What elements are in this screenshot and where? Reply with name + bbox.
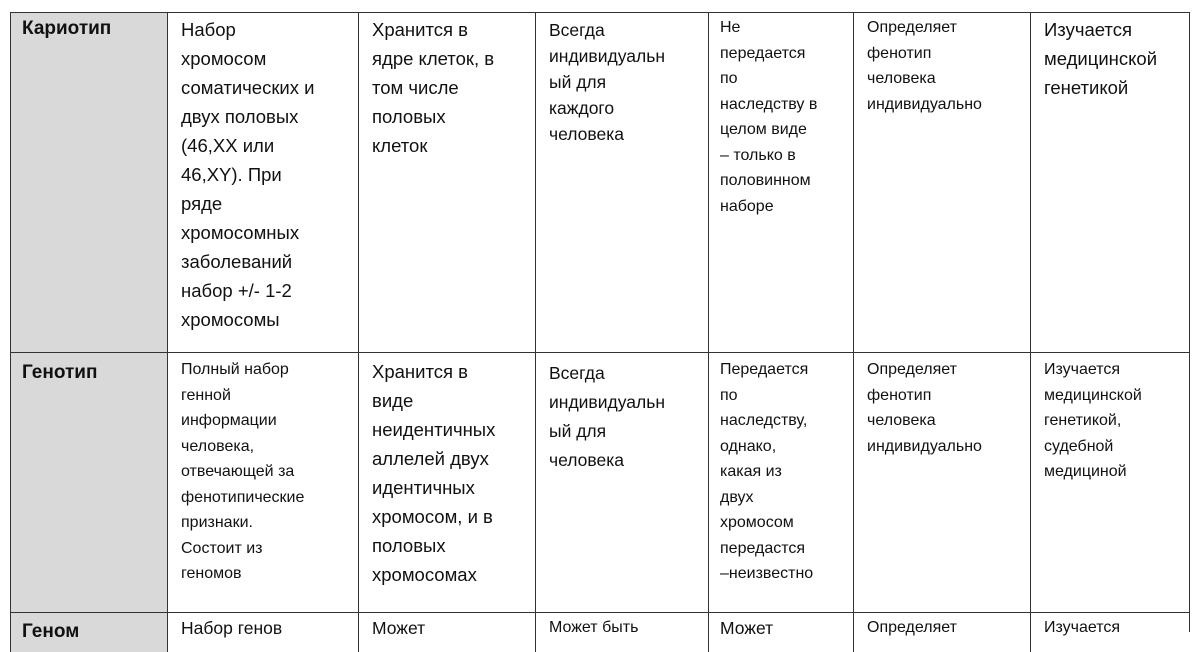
table-cell: Может — [708, 612, 853, 652]
table-cell: Не передается по наследству в целом виде… — [708, 12, 853, 352]
table-cell: Набор хромосом соматических и двух полов… — [167, 12, 358, 352]
table-cell: Может быть — [535, 612, 708, 652]
table-cell: Определяет фенотип человека индивидуальн… — [853, 12, 1030, 352]
table-cell: Набор генов — [167, 612, 358, 652]
table-cell: Изучается — [1030, 612, 1189, 652]
row-term-karyotype: Кариотип — [10, 12, 167, 352]
table-cell: Изучается медицинской генетикой, судебно… — [1030, 352, 1189, 612]
table-cell: Определяет — [853, 612, 1030, 652]
table-cell: Может — [358, 612, 535, 652]
table-cell: Передается по наследству, однако, какая … — [708, 352, 853, 612]
table-cell: Всегда индивидуальн ый для человека — [535, 352, 708, 612]
table-cell: Изучается медицинской генетикой — [1030, 12, 1189, 352]
table-cell: Всегда индивидуальн ый для каждого челов… — [535, 12, 708, 352]
table-cell: Полный набор генной информации человека,… — [167, 352, 358, 612]
table-cell: Определяет фенотип человека индивидуальн… — [853, 352, 1030, 612]
row-term-genotype: Генотип — [10, 352, 167, 612]
table-cell: Хранится в ядре клеток, в том числе поло… — [358, 12, 535, 352]
table-right-border — [1189, 12, 1190, 632]
row-term-genome: Геном — [10, 612, 167, 652]
comparison-table: Кариотип Набор хромосом соматических и д… — [10, 12, 1190, 652]
table-cell: Хранится в виде неидентичных аллелей дву… — [358, 352, 535, 612]
